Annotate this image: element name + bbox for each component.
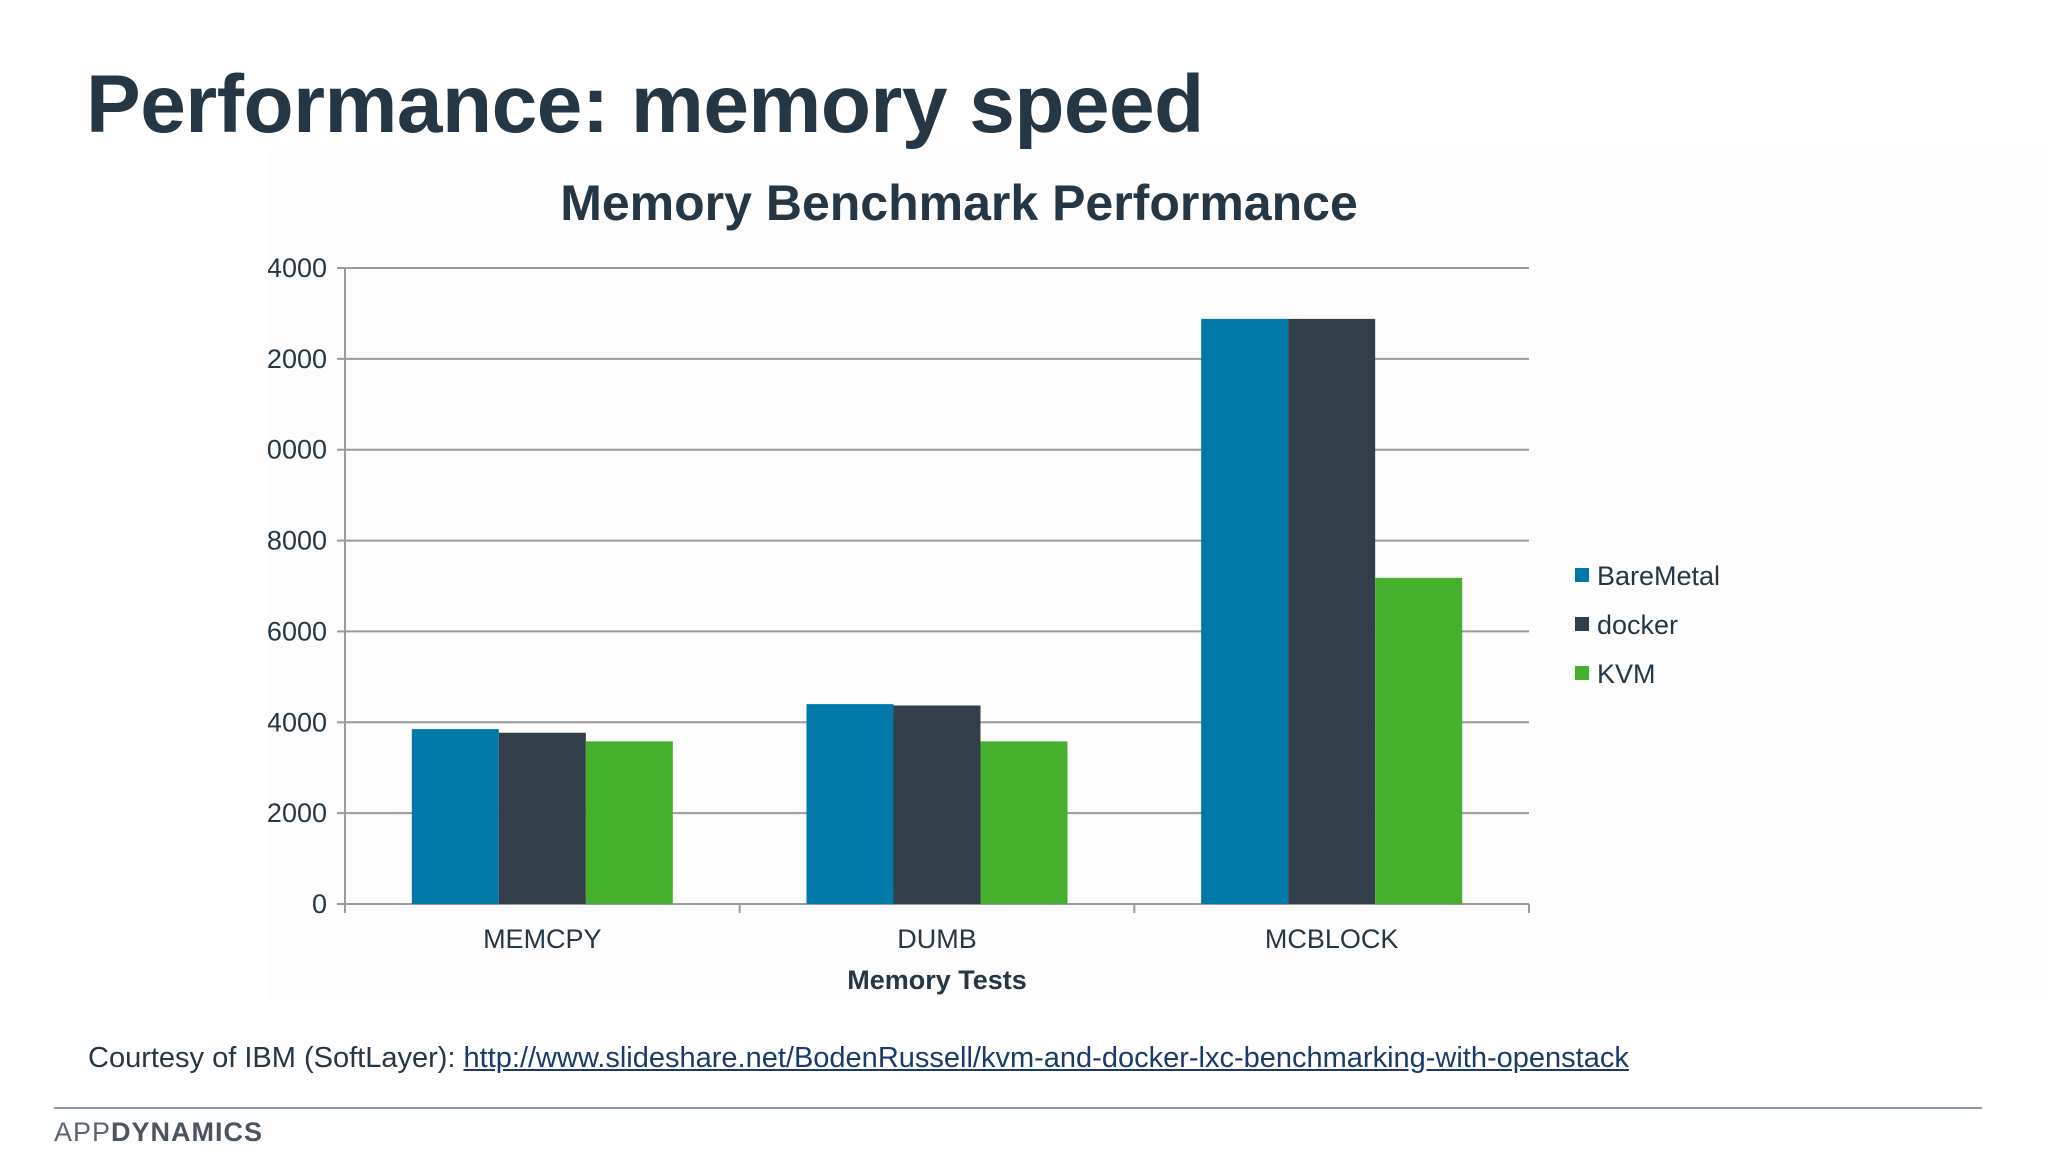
bar-docker-dumb — [893, 705, 981, 904]
chart-panel: Memory Benchmark Performance 0 2000 4000 600… — [268, 150, 2048, 1000]
legend-label-kvm: KVM — [1597, 659, 1656, 689]
x-category-label: DUMB — [897, 924, 977, 954]
logo-text-light: APP — [54, 1117, 112, 1147]
y-tick-label: 8000 — [268, 526, 327, 556]
bar-kvm-memcpy — [585, 741, 673, 904]
bar-kvm-dumb — [980, 741, 1068, 904]
source-link[interactable]: http://www.slideshare.net/BodenRussell/k… — [463, 1042, 1629, 1074]
legend-swatch-baremetal — [1575, 568, 1589, 582]
y-tick-label: 2000 — [268, 798, 327, 828]
logo-text-bold: DYNAMICS — [111, 1117, 264, 1147]
appdynamics-logo: APPDYNAMICS — [54, 1117, 263, 1148]
bar-kvm-mcblock — [1375, 577, 1463, 904]
bar-docker-mcblock — [1288, 318, 1376, 904]
bar-baremetal-dumb — [806, 704, 894, 904]
y-tick-label: 0 — [312, 889, 327, 919]
y-tick-label: 14000 — [268, 253, 327, 283]
y-tick-label: 4000 — [268, 707, 327, 737]
chart-title: Memory Benchmark Performance — [560, 175, 1358, 231]
footer-divider — [54, 1107, 1982, 1109]
legend-swatch-kvm — [1575, 666, 1589, 680]
bar-baremetal-mcblock — [1201, 318, 1289, 904]
y-tick-label: 6000 — [268, 616, 327, 646]
x-category-label: MCBLOCK — [1265, 924, 1399, 954]
credit-line: Courtesy of IBM (SoftLayer): http://www.… — [88, 1042, 1629, 1075]
y-tick-label: 12000 — [268, 344, 327, 374]
memory-benchmark-chart: Memory Benchmark Performance 0 2000 4000 600… — [268, 175, 1720, 995]
y-tick-label: 10000 — [268, 435, 327, 465]
bar-baremetal-memcpy — [411, 729, 499, 904]
legend-label-docker: docker — [1597, 610, 1678, 640]
credit-prefix: Courtesy of IBM (SoftLayer): — [88, 1042, 464, 1074]
x-category-label: MEMCPY — [483, 924, 602, 954]
page-title: Performance: memory speed — [86, 59, 1204, 150]
x-axis-title: Memory Tests — [847, 965, 1027, 995]
legend-label-baremetal: BareMetal — [1597, 561, 1720, 591]
bar-docker-memcpy — [498, 732, 586, 904]
legend-swatch-docker — [1575, 617, 1589, 631]
